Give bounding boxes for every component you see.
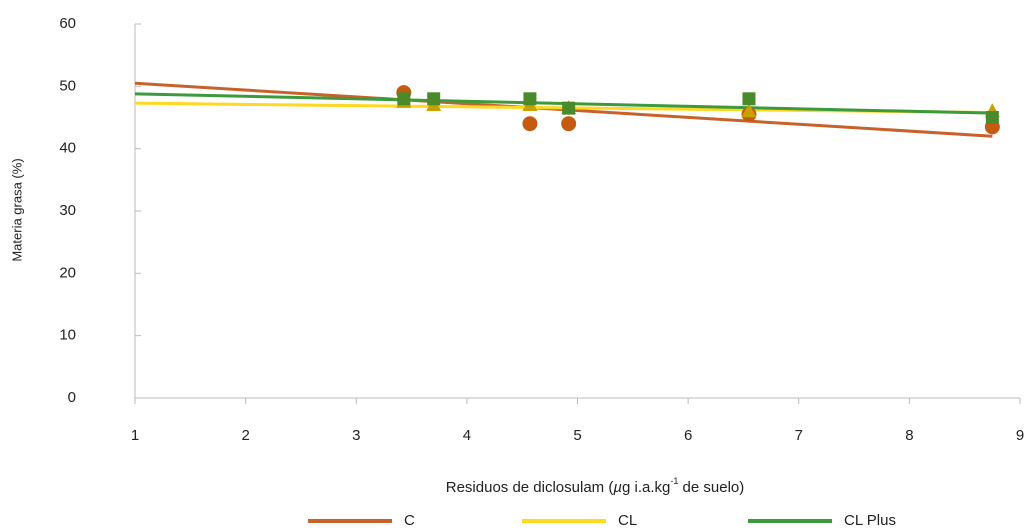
- point: [562, 101, 576, 115]
- x-tick-label: 2: [241, 427, 249, 444]
- x-tick-label: 3: [352, 427, 360, 444]
- point: [522, 116, 538, 132]
- legend-label: C: [404, 512, 415, 529]
- y-tick-label: 20: [59, 264, 76, 281]
- x-label-part: de suelo): [678, 479, 744, 496]
- x-tick-label: 9: [1016, 427, 1024, 444]
- x-label-part: µ: [613, 479, 622, 496]
- legend-label: CL Plus: [844, 512, 896, 529]
- x-label-part: g i.a.kg: [622, 479, 670, 496]
- x-label-part: Residuos de diclosulam (: [446, 479, 614, 496]
- y-tick-label: 60: [59, 15, 76, 32]
- x-label-part: -1: [670, 476, 678, 486]
- point: [523, 92, 537, 106]
- y-tick-label: 40: [59, 140, 76, 157]
- point: [427, 92, 441, 106]
- point: [397, 92, 411, 106]
- x-tick-label: 8: [905, 427, 913, 444]
- y-tick-label: 0: [68, 389, 76, 406]
- point: [741, 103, 757, 118]
- x-tick-label: 4: [463, 427, 471, 444]
- y-axis-label: Materia grasa (%): [9, 158, 24, 261]
- y-tick-label: 10: [59, 327, 76, 344]
- x-axis-label: Residuos de diclosulam (µg i.a.kg-1 de s…: [446, 476, 745, 496]
- x-tick-label: 6: [684, 427, 692, 444]
- y-tick-label: 50: [59, 77, 76, 94]
- point: [985, 111, 999, 124]
- x-tick-label: 7: [795, 427, 803, 444]
- x-tick-label: 5: [573, 427, 581, 444]
- point: [742, 92, 756, 106]
- y-tick-label: 30: [59, 202, 76, 219]
- point: [561, 116, 577, 132]
- x-tick-label: 1: [131, 427, 139, 444]
- legend-label: CL: [618, 512, 637, 529]
